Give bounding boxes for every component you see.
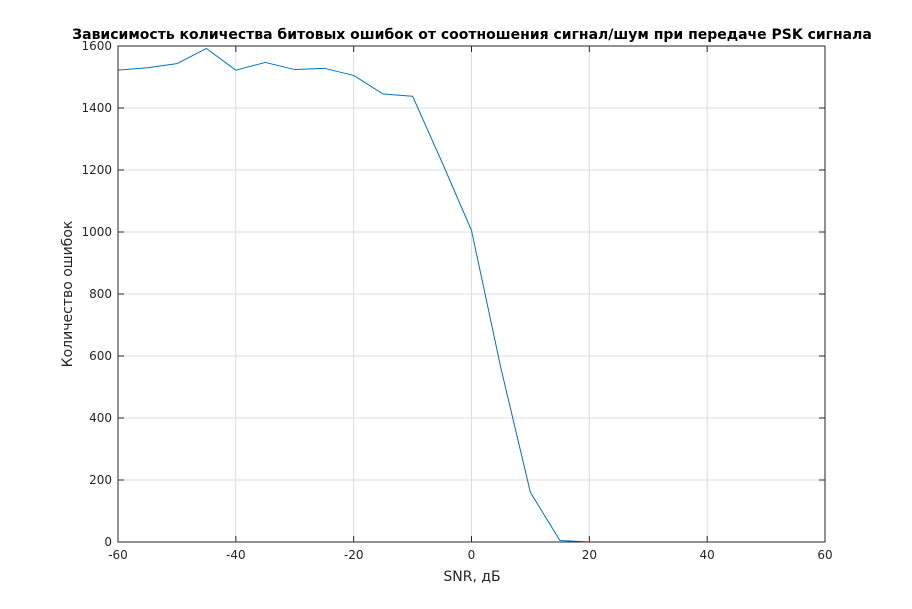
y-tick-label: 0 xyxy=(104,535,112,549)
x-tick-labels: -60 -40 -20 0 20 40 60 xyxy=(108,548,832,562)
y-tick-label: 200 xyxy=(89,473,112,487)
x-tick-label: -40 xyxy=(226,548,246,562)
plot-area: -60 -40 -20 0 20 40 60 0 200 400 600 800 1000 1200 14… xyxy=(81,39,832,562)
y-tick-label: 1400 xyxy=(81,101,112,115)
x-tick-label: 60 xyxy=(817,548,832,562)
y-tick-label: 400 xyxy=(89,411,112,425)
tick-marks xyxy=(117,45,826,543)
y-tick-labels: 0 200 400 600 800 1000 1200 1400 1600 xyxy=(81,39,112,549)
chart-title: Зависимость количества битовых ошибок от… xyxy=(72,27,872,43)
x-tick-label: -20 xyxy=(344,548,364,562)
y-tick-label: 1600 xyxy=(81,39,112,53)
y-tick-label: 1000 xyxy=(81,225,112,239)
y-tick-label: 1200 xyxy=(81,163,112,177)
y-tick-label: 800 xyxy=(89,287,112,301)
x-tick-label: -60 xyxy=(108,548,128,562)
x-tick-label: 0 xyxy=(468,548,476,562)
x-tick-label: 40 xyxy=(700,548,715,562)
x-tick-label: 20 xyxy=(582,548,597,562)
y-tick-label: 600 xyxy=(89,349,112,363)
x-axis-title: SNR, дБ xyxy=(443,569,500,585)
y-axis-title: Количество ошибок xyxy=(60,221,76,368)
